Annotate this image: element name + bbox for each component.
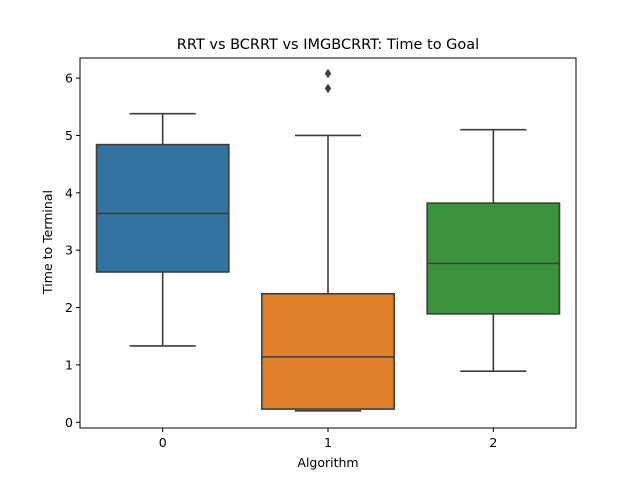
outlier-point (324, 83, 332, 94)
outlier-point (324, 68, 332, 79)
y-tick-label: 5 (65, 128, 73, 143)
y-tick-label: 0 (65, 415, 73, 430)
chart-title: RRT vs BCRRT vs IMGBCRRT: Time to Goal (177, 37, 479, 53)
y-tick-label: 4 (65, 185, 73, 200)
iqr-box (426, 202, 561, 315)
y-axis-ticks: 0 1 2 3 4 5 6 (65, 71, 80, 430)
y-tick-label: 2 (65, 300, 73, 315)
x-tick-label: 1 (324, 435, 332, 450)
plot-area (95, 68, 561, 412)
x-axis-ticks: 0 1 2 (159, 428, 497, 450)
box-group-0 (95, 112, 230, 347)
box-group-2 (426, 128, 561, 373)
x-tick-label: 2 (489, 435, 497, 450)
box-group-1 (261, 68, 395, 412)
y-tick-label: 3 (65, 243, 73, 258)
x-tick-label: 0 (159, 435, 167, 450)
iqr-box (95, 143, 230, 273)
y-tick-label: 1 (65, 357, 73, 372)
y-tick-label: 6 (65, 71, 73, 86)
x-axis-label: Algorithm (297, 455, 358, 470)
y-axis-label: Time to Terminal (40, 190, 55, 295)
iqr-box (261, 292, 395, 410)
plot-frame (79, 57, 577, 429)
